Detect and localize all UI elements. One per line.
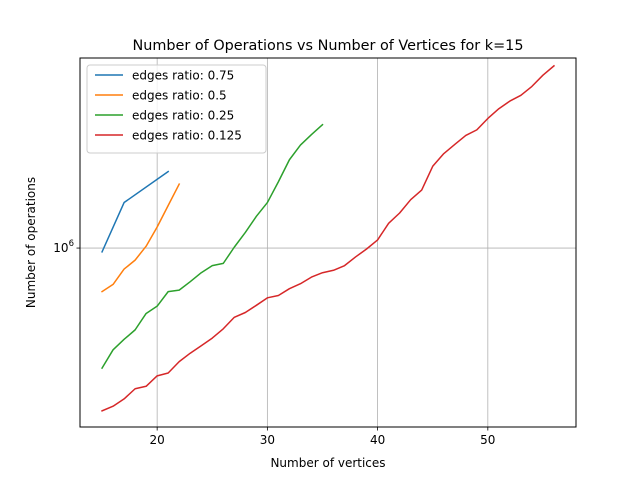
- chart-title: Number of Operations vs Number of Vertic…: [133, 38, 524, 54]
- series-line-3: [101, 64, 556, 412]
- legend-label: edges ratio: 0.75: [132, 69, 234, 83]
- legend-label: edges ratio: 0.5: [132, 89, 227, 103]
- series-line-1: [101, 183, 181, 293]
- tick-layer: 20 30 40 50 106: [53, 239, 495, 447]
- legend-label: edges ratio: 0.125: [132, 129, 242, 143]
- x-tick-label: 30: [260, 433, 275, 447]
- legend: edges ratio: 0.75 edges ratio: 0.5 edges r…: [86, 64, 267, 154]
- x-tick-label: 50: [480, 433, 495, 447]
- legend-box: [86, 64, 267, 154]
- series-line-2: [101, 123, 324, 370]
- x-tick-label: 40: [370, 433, 385, 447]
- legend-label: edges ratio: 0.25: [132, 109, 234, 123]
- plot-frame: [79, 57, 577, 428]
- y-tick-label: 106: [53, 239, 74, 255]
- x-axis-label: Number of vertices: [270, 456, 385, 470]
- series-layer: [101, 64, 556, 412]
- x-tick-label: 20: [150, 433, 165, 447]
- y-axis-label: Number of operations: [24, 177, 38, 308]
- series-line-0: [101, 170, 170, 253]
